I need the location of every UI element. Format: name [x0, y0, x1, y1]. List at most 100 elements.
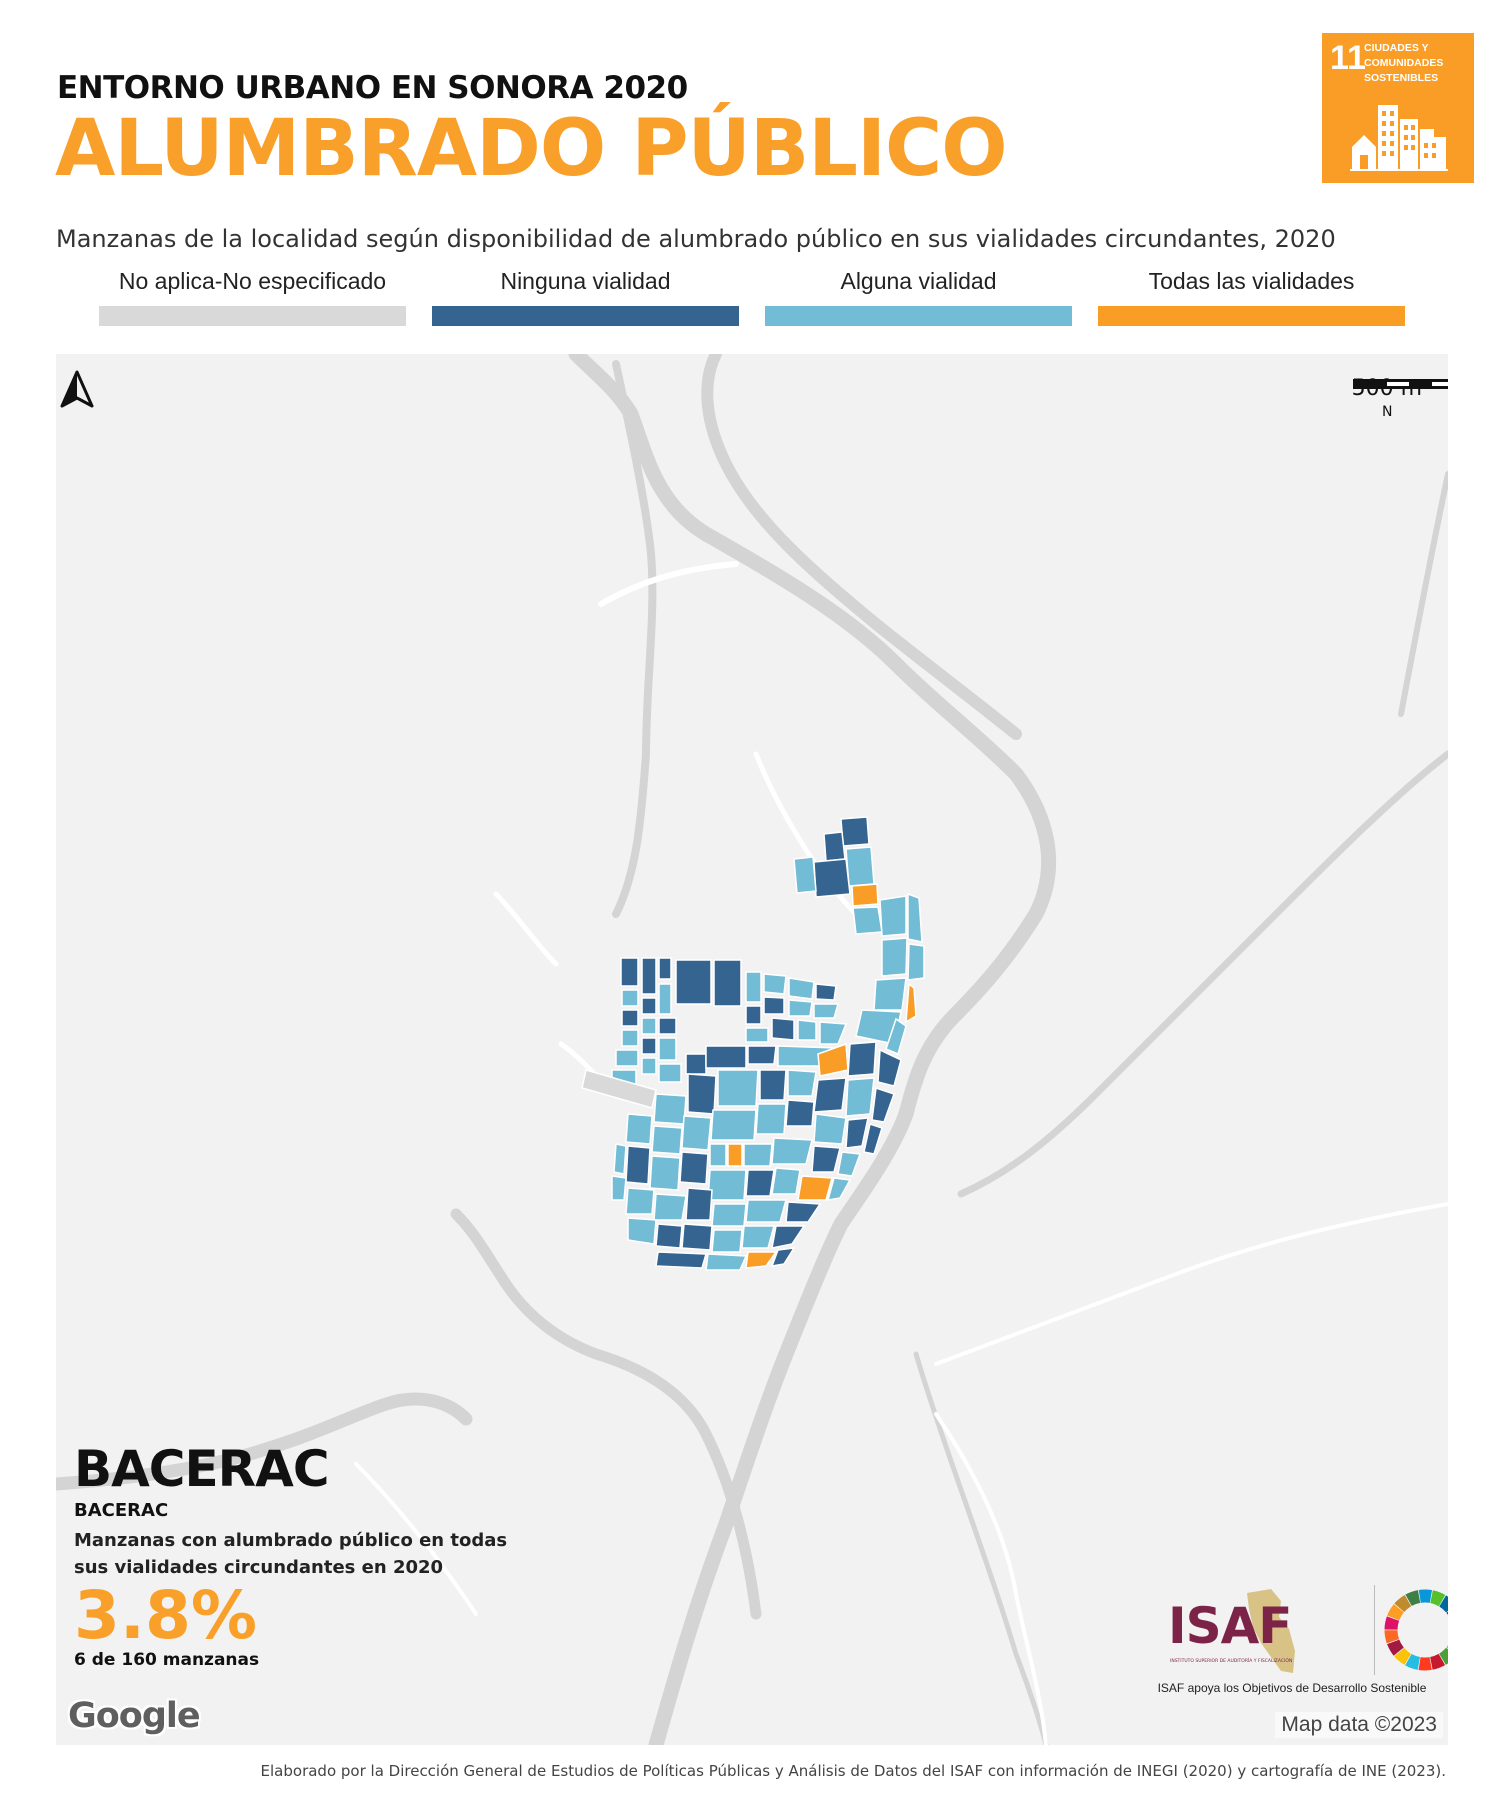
block [785, 1201, 822, 1223]
locality-info-panel: BACERAC BACERAC Manzanas con alumbrado p… [74, 1444, 534, 1670]
block [885, 1017, 907, 1056]
map-attribution[interactable]: Map data ©2023 [1275, 1712, 1443, 1738]
block [881, 937, 908, 977]
block [905, 982, 917, 1024]
river-southwest [56, 1392, 473, 1491]
legend-swatch [99, 306, 406, 326]
river-east [957, 750, 1448, 1198]
road-southwest [354, 1462, 478, 1616]
block [851, 883, 879, 907]
legend-swatch [765, 306, 1072, 326]
block [815, 983, 837, 1001]
sonora-map-icon [1247, 1589, 1295, 1673]
block [613, 1143, 627, 1175]
block [763, 973, 787, 995]
block [711, 1203, 747, 1227]
block [717, 1069, 759, 1107]
block [819, 1021, 848, 1045]
block [826, 1177, 852, 1201]
blocks-layer [581, 816, 925, 1271]
isaf-divider [1374, 1585, 1375, 1675]
block [741, 1225, 775, 1249]
block [763, 996, 785, 1015]
map[interactable]: 500 m N BACERAC BACERAC Manzanas con alu… [56, 354, 1448, 1745]
block [787, 1069, 817, 1097]
block [727, 1143, 743, 1167]
block [685, 1187, 713, 1221]
map-base-layer [56, 354, 1448, 1745]
block [658, 1037, 677, 1061]
block [621, 1009, 639, 1027]
block [879, 895, 907, 937]
river-north-branch [701, 354, 1022, 740]
block [755, 1103, 787, 1135]
block [705, 1253, 748, 1271]
block [679, 1151, 709, 1185]
block [658, 983, 672, 1015]
block [770, 1247, 796, 1267]
block [655, 1251, 707, 1269]
legend-swatch [432, 306, 739, 326]
block [705, 1045, 747, 1069]
block [625, 1113, 653, 1145]
block [847, 1041, 877, 1077]
isaf-logo-subtext: INSTITUTO SUPERIOR DE AUDITORÍA Y FISCAL… [1170, 1659, 1293, 1664]
river-west [450, 1208, 762, 1620]
block [685, 1053, 707, 1075]
block [745, 971, 762, 1003]
block [877, 1048, 902, 1087]
block [641, 1017, 657, 1035]
block [788, 977, 815, 1000]
legend-label: No aplica-No especificado [118, 268, 387, 294]
block [681, 1115, 712, 1151]
map-subtitle: Manzanas de la localidad según disponibi… [56, 225, 1336, 253]
block [840, 816, 870, 847]
pre-title: ENTORNO URBANO EN SONORA 2020 [57, 70, 688, 106]
sdg-11-badge: 11 CIUDADES Y COMUNIDADES SOSTENIBLES [1322, 33, 1474, 183]
block [797, 1175, 833, 1201]
block [852, 906, 883, 935]
block [745, 1251, 778, 1269]
google-logo: Google [68, 1696, 201, 1736]
legend-item-no-aplica: No aplica-No especificado [99, 268, 406, 326]
legend-item-ninguna: Ninguna vialidad [432, 268, 739, 326]
block [625, 1187, 655, 1215]
locality-name: BACERAC [74, 1500, 169, 1521]
block [863, 1123, 883, 1155]
block [845, 1077, 875, 1117]
block [641, 997, 657, 1015]
isaf-logo-block: ISAF INSTITUTO SUPERIOR DE AUDITORÍA Y F… [1156, 1585, 1448, 1705]
indicator-count: 6 de 160 manzanas [74, 1650, 260, 1671]
block [743, 1143, 773, 1167]
legend: No aplica-No especificado Ninguna vialid… [99, 268, 1405, 326]
sdg-number: 11 [1330, 39, 1366, 77]
block [651, 1125, 683, 1155]
block [771, 1137, 813, 1165]
block [658, 957, 672, 980]
legend-swatch [1098, 306, 1405, 326]
block [813, 1113, 847, 1145]
block [641, 1057, 657, 1075]
legend-label: Todas las vialidades [1148, 268, 1355, 294]
block [845, 1117, 869, 1149]
road-north [753, 751, 859, 917]
block [627, 1217, 657, 1245]
legend-label: Alguna vialidad [840, 268, 997, 294]
block [658, 1063, 682, 1083]
block [709, 1143, 727, 1167]
block [711, 1229, 743, 1253]
block [641, 1037, 657, 1055]
block [681, 1223, 713, 1251]
block [747, 1045, 777, 1065]
block [620, 957, 639, 987]
city-buildings-icon [1350, 105, 1448, 171]
block [641, 957, 657, 995]
sdg-label-line-2: COMUNIDADES [1364, 57, 1444, 70]
isaf-logo-text: ISAF [1168, 1597, 1292, 1655]
north-arrow-icon [60, 370, 94, 408]
river-se [913, 1351, 1049, 1745]
block [710, 1109, 757, 1141]
block [759, 1069, 787, 1101]
block [907, 892, 923, 943]
sdg-label-line-3: SOSTENIBLES [1364, 72, 1439, 85]
